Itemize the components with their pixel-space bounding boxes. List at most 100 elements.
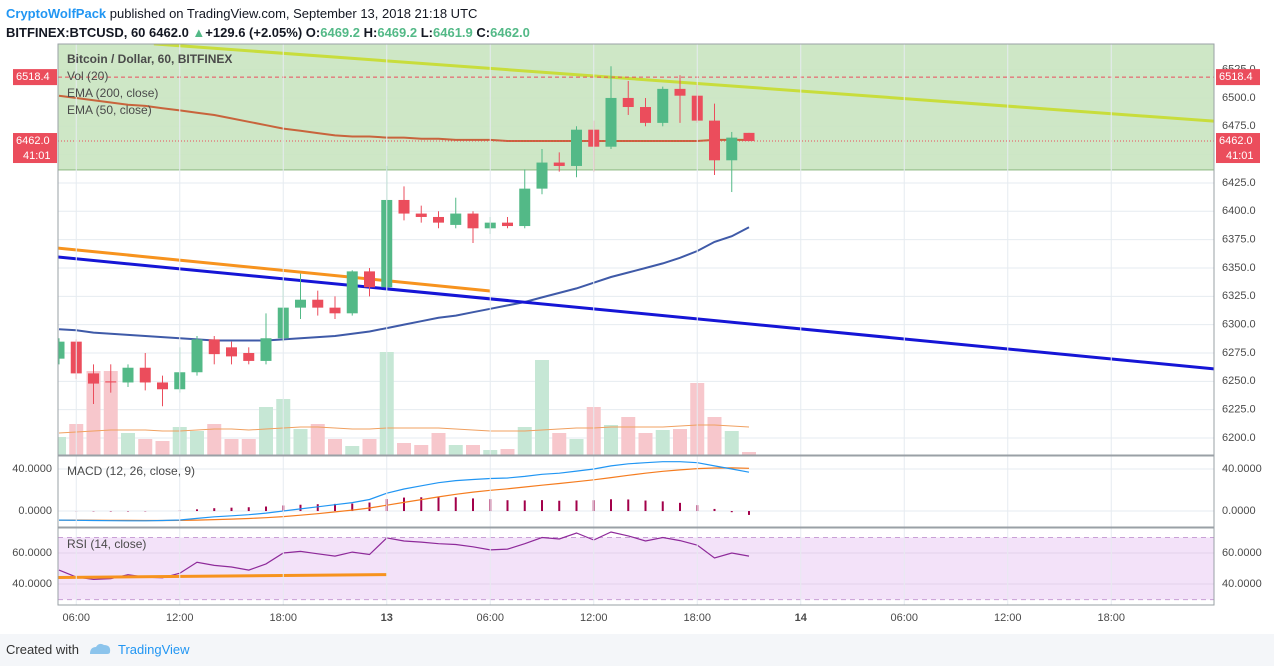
volume-bar xyxy=(259,407,273,455)
macd-histogram xyxy=(299,504,302,512)
candle-body xyxy=(243,352,255,361)
main-pane xyxy=(58,44,1214,455)
volume-bar xyxy=(58,437,66,455)
footer: Created with TradingView xyxy=(0,634,1274,666)
l: 6461.9 xyxy=(433,25,473,40)
arrow: ▲ xyxy=(192,25,206,40)
candle-body xyxy=(105,381,117,383)
volume-bar xyxy=(190,431,204,455)
ema-line xyxy=(58,226,750,342)
candle-body xyxy=(605,97,617,147)
volume-bar xyxy=(621,417,636,455)
volume-bar xyxy=(431,433,446,455)
candle-body xyxy=(640,107,651,123)
volume-bar xyxy=(103,371,118,455)
y-tick-label: 40.0000 xyxy=(12,463,52,475)
publish-line: CryptoWolfPack published on TradingView.… xyxy=(6,4,530,23)
y-tick-label: 6325.0 xyxy=(1222,290,1256,302)
macd-histogram xyxy=(472,498,474,512)
volume-bar xyxy=(414,445,429,455)
macd-histogram xyxy=(196,509,198,512)
volume-bar xyxy=(535,360,549,455)
pane-frame xyxy=(57,455,1215,528)
chart: 06:00 12:00 18:00 13 06:00 12:00 18:00 14 06:00 1… xyxy=(12,43,1262,624)
y-tick-label: 0.0000 xyxy=(1222,505,1256,517)
zone-rectangle xyxy=(58,44,1214,171)
volume-bar xyxy=(742,452,756,455)
h-label: H: xyxy=(363,25,378,40)
macd-histogram xyxy=(334,503,336,512)
volume-bar xyxy=(707,417,722,455)
pane-title: MACD (12, 26, close, 9) xyxy=(67,464,195,478)
price-box xyxy=(13,69,57,86)
volume-bar xyxy=(345,446,360,455)
trend-line xyxy=(153,44,1214,123)
c-label: C: xyxy=(476,25,491,40)
h: 6469.2 xyxy=(377,25,418,40)
candle-body xyxy=(329,307,341,314)
published: published on TradingView.com, September … xyxy=(109,6,478,21)
candle-body xyxy=(433,216,444,223)
macd-histogram xyxy=(403,497,405,512)
brand[interactable]: TradingView xyxy=(118,642,190,657)
price-label: 6462.0 xyxy=(1219,135,1253,147)
price-box xyxy=(1216,69,1260,86)
candle-body xyxy=(674,88,686,96)
candle-body xyxy=(622,97,634,108)
candle-body xyxy=(519,188,531,227)
candle-body xyxy=(743,132,755,142)
x-tick-label: 12:00 xyxy=(994,612,1022,624)
macd-histogram xyxy=(454,497,457,512)
volume-bar xyxy=(673,429,687,455)
x-tick-label: 06:00 xyxy=(890,612,918,624)
macd-histogram xyxy=(730,511,733,513)
price-label: 6518.4 xyxy=(16,71,50,83)
candle-body xyxy=(415,213,427,217)
x-tick-label: 14 xyxy=(795,612,808,624)
candle-body xyxy=(191,339,203,373)
pane-frame xyxy=(57,43,1215,456)
volume-bar xyxy=(448,445,463,455)
c: 6462.0 xyxy=(490,25,530,40)
x-tick-label: 13 xyxy=(381,612,393,624)
volume-bar xyxy=(224,439,239,455)
volume-bar xyxy=(466,445,480,455)
macd-histogram xyxy=(558,500,561,512)
y-tick-label: 6500.0 xyxy=(1222,92,1256,104)
candle-body xyxy=(450,213,462,225)
logo xyxy=(90,643,111,654)
rsi-pane xyxy=(58,531,1214,601)
macd-histogram xyxy=(420,497,423,512)
macd-histogram xyxy=(748,511,750,515)
created-with: Created with xyxy=(6,642,79,657)
candle-body xyxy=(88,373,99,384)
macd-histogram xyxy=(247,507,250,512)
pane-frame xyxy=(57,527,1215,606)
x-tick-label: 18:00 xyxy=(269,612,297,624)
candle-body xyxy=(226,347,237,357)
candle-body xyxy=(312,299,324,308)
candle-body xyxy=(398,199,410,214)
y-tick-label: 6475.0 xyxy=(1222,120,1256,132)
volume-bar xyxy=(500,449,515,455)
volume-bar xyxy=(293,429,308,455)
macd-histogram xyxy=(644,500,647,512)
rsi-line xyxy=(58,531,750,581)
volume-bar xyxy=(569,439,584,455)
y-tick-label: 6300.0 xyxy=(1222,319,1256,331)
countdown: 41:01 xyxy=(23,150,51,162)
y-tick-label: 0.0000 xyxy=(18,505,52,517)
macd-histogram xyxy=(713,508,716,512)
macd-histogram xyxy=(213,508,216,512)
volume-bar xyxy=(604,425,618,455)
candle-body xyxy=(657,88,669,123)
header: CryptoWolfPack published on TradingView.… xyxy=(6,4,530,42)
y-tick-label: 6400.0 xyxy=(1222,205,1256,217)
candle-body xyxy=(208,339,220,355)
author[interactable]: CryptoWolfPack xyxy=(6,6,107,21)
trend-line xyxy=(58,573,387,580)
macd-histogram xyxy=(661,501,664,512)
candle-body xyxy=(536,162,548,189)
x-tick-label: 18:00 xyxy=(683,612,711,624)
volume-bar xyxy=(328,439,342,455)
